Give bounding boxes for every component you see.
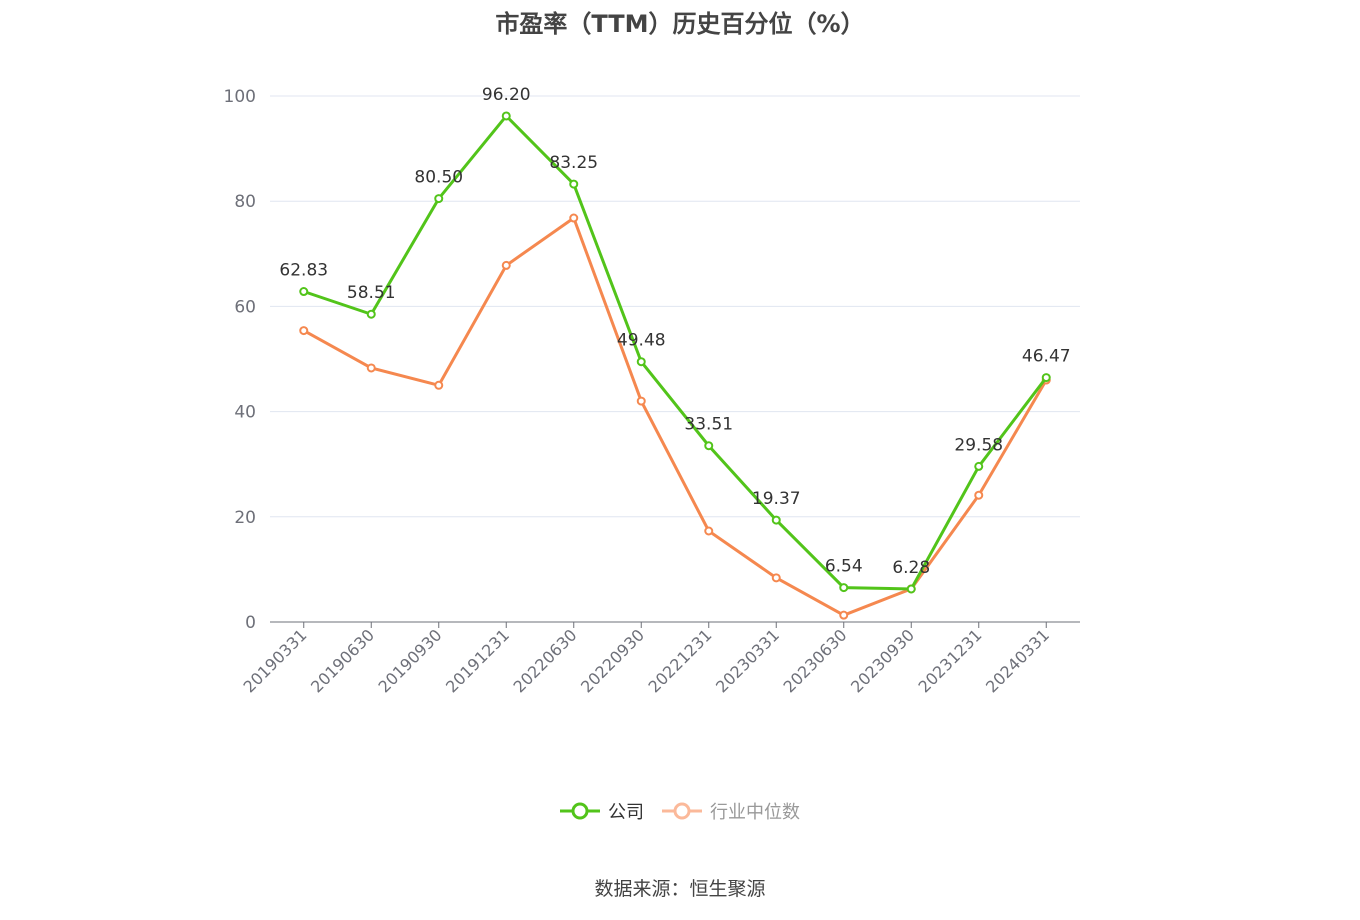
- x-tick-label: 20231231: [915, 625, 986, 696]
- data-label: 29.58: [954, 435, 1003, 455]
- data-point: [569, 213, 579, 223]
- data-point: [501, 111, 511, 121]
- y-tick-label: 20: [234, 508, 256, 528]
- data-label: 62.83: [279, 261, 328, 281]
- x-tick-label: 20230331: [712, 625, 783, 696]
- x-tick-label: 20240331: [982, 625, 1053, 696]
- data-point: [704, 441, 714, 451]
- data-label: 83.25: [549, 153, 598, 173]
- data-point: [501, 260, 511, 270]
- data-point: [771, 515, 781, 525]
- data-point: [974, 490, 984, 500]
- data-point: [366, 309, 376, 319]
- x-tick-label: 20190630: [307, 625, 378, 696]
- x-tick-label: 20190331: [240, 625, 311, 696]
- data-point: [1041, 373, 1051, 383]
- data-point: [974, 461, 984, 471]
- x-tick-label: 20230930: [847, 625, 918, 696]
- legend-item-company[interactable]: 公司: [560, 798, 644, 824]
- data-point: [299, 326, 309, 336]
- x-tick-label: 20191231: [442, 625, 513, 696]
- y-tick-label: 80: [234, 192, 256, 212]
- data-point: [704, 526, 714, 536]
- data-source: 数据来源：恒生聚源: [594, 878, 766, 900]
- legend-marker-industry-icon: [662, 802, 702, 820]
- data-point: [299, 287, 309, 297]
- data-label: 58.51: [347, 283, 396, 303]
- y-tick-label: 40: [234, 403, 256, 423]
- legend-marker-company-icon: [560, 802, 600, 820]
- chart-title: 市盈率（TTM）历史百分位（%）: [495, 10, 865, 38]
- data-point: [366, 363, 376, 373]
- data-point: [434, 194, 444, 204]
- data-point: [434, 380, 444, 390]
- data-label: 46.47: [1022, 347, 1071, 367]
- series-line-0: [303, 113, 1048, 591]
- data-point: [636, 396, 646, 406]
- data-label: 49.48: [617, 331, 666, 351]
- data-point: [839, 610, 849, 620]
- x-tick-label: 20220630: [510, 625, 581, 696]
- data-label: 19.37: [752, 489, 801, 509]
- data-point: [636, 357, 646, 367]
- legend: 公司 行业中位数: [0, 798, 1360, 824]
- legend-item-industry[interactable]: 行业中位数: [662, 798, 800, 824]
- data-point: [771, 573, 781, 583]
- data-label: 80.50: [414, 168, 463, 188]
- data-label: 6.28: [892, 558, 930, 578]
- x-tick-label: 20220930: [577, 625, 648, 696]
- y-tick-label: 60: [234, 297, 256, 317]
- data-point: [839, 583, 849, 593]
- series-line-1: [303, 215, 1048, 617]
- x-tick-label: 20190930: [375, 625, 446, 696]
- data-label: 96.20: [482, 85, 531, 105]
- x-tick-label: 20230630: [780, 625, 851, 696]
- data-point: [906, 584, 916, 594]
- data-label: 33.51: [684, 415, 733, 435]
- legend-label-industry: 行业中位数: [710, 802, 800, 823]
- x-tick-label: 20221231: [645, 625, 716, 696]
- legend-label-company: 公司: [608, 802, 644, 823]
- y-tick-label: 100: [224, 87, 256, 107]
- data-label: 6.54: [825, 557, 863, 577]
- data-point: [569, 179, 579, 189]
- y-tick-label: 0: [245, 613, 256, 633]
